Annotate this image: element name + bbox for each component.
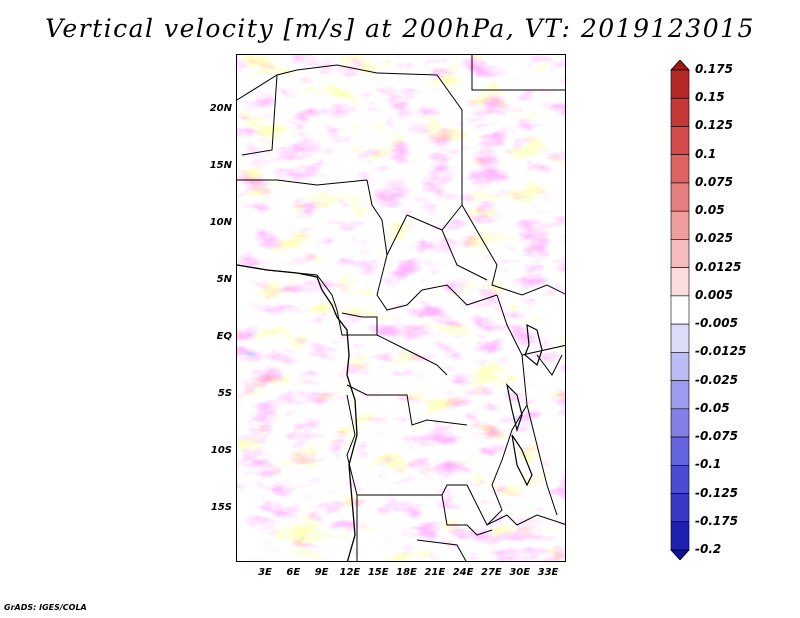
colorbar-tick-label: 0.1 <box>695 146 717 161</box>
lat-label: 5N <box>216 274 232 285</box>
colorbar-tick-label: 0.175 <box>695 62 733 76</box>
colorbar-tick-label: -0.0125 <box>695 344 747 359</box>
lon-label: 21E <box>424 567 446 578</box>
colorbar-tick-label: 0.125 <box>695 118 733 133</box>
colorbar-top-arrow <box>670 60 690 71</box>
colorbar <box>670 60 690 560</box>
colorbar-tick-label: -0.125 <box>695 485 738 500</box>
country-borders <box>237 55 565 561</box>
colorbar-tick-label: -0.2 <box>695 542 722 556</box>
velocity-noise-layer <box>237 55 565 561</box>
colorbar-bin <box>670 323 690 353</box>
colorbar-tick-label: 0.15 <box>695 90 725 105</box>
map-panel <box>236 54 566 562</box>
colorbar-tick-label: 0.075 <box>695 174 733 189</box>
colorbar-tick-label: -0.175 <box>695 513 738 528</box>
lon-label: 27E <box>481 567 502 578</box>
colorbar-bin <box>670 267 690 297</box>
colorbar-bin <box>670 239 690 268</box>
coastline <box>237 264 358 561</box>
colorbar-tick-label: 0.05 <box>695 203 725 218</box>
colorbar-bin <box>670 182 690 212</box>
colorbar-bin <box>670 464 690 494</box>
lat-label: 15S <box>210 502 232 513</box>
colorbar-bin <box>670 210 690 240</box>
lat-label: EQ <box>216 331 232 342</box>
lon-label: 30E <box>509 567 531 578</box>
lat-label: 10S <box>210 445 232 456</box>
colorbar-bin <box>670 380 690 410</box>
colorbar-tick-label: 0.0125 <box>695 259 742 274</box>
colorbar-bin <box>670 69 690 99</box>
colorbar-bin <box>670 154 690 184</box>
colorbar-tick-label: -0.1 <box>695 457 722 472</box>
map-title: Vertical velocity [m/s] at 200hPa, VT: 2… <box>45 14 755 43</box>
grads-credit: GrADS: IGES/COLA <box>4 603 87 612</box>
lon-label: 18E <box>396 567 417 578</box>
vertical-velocity-field <box>237 55 565 561</box>
colorbar-tick-label: -0.025 <box>695 372 738 387</box>
colorbar-bin <box>670 493 690 523</box>
colorbar-bin <box>670 521 690 551</box>
colorbar-tick-label: 0.005 <box>695 287 733 302</box>
lon-label: 24E <box>452 567 474 578</box>
lon-label: 33E <box>537 567 559 578</box>
lat-label: 10N <box>209 217 232 228</box>
lon-label: 6E <box>286 567 301 578</box>
lon-label: 3E <box>258 567 272 578</box>
colorbar-bottom-arrow <box>670 549 690 560</box>
lon-label: 15E <box>367 567 389 578</box>
colorbar-bin <box>670 352 690 381</box>
colorbar-tick-label: -0.05 <box>695 400 730 415</box>
lon-label: 12E <box>339 567 361 578</box>
colorbar-bin <box>670 126 690 156</box>
colorbar-bin <box>670 408 690 438</box>
lat-label: 20N <box>209 103 232 114</box>
lon-label: 9E <box>314 567 329 578</box>
colorbar-bin <box>670 97 690 127</box>
colorbar-tick-label: 0.025 <box>695 231 733 246</box>
colorbar-bin <box>670 436 690 466</box>
colorbar-bin <box>670 295 690 325</box>
lat-label: 15N <box>209 160 232 171</box>
colorbar-tick-label: -0.005 <box>695 316 738 331</box>
lakes <box>506 323 543 487</box>
colorbar-tick-label: -0.075 <box>695 429 738 444</box>
lat-label: 5S <box>217 388 232 399</box>
